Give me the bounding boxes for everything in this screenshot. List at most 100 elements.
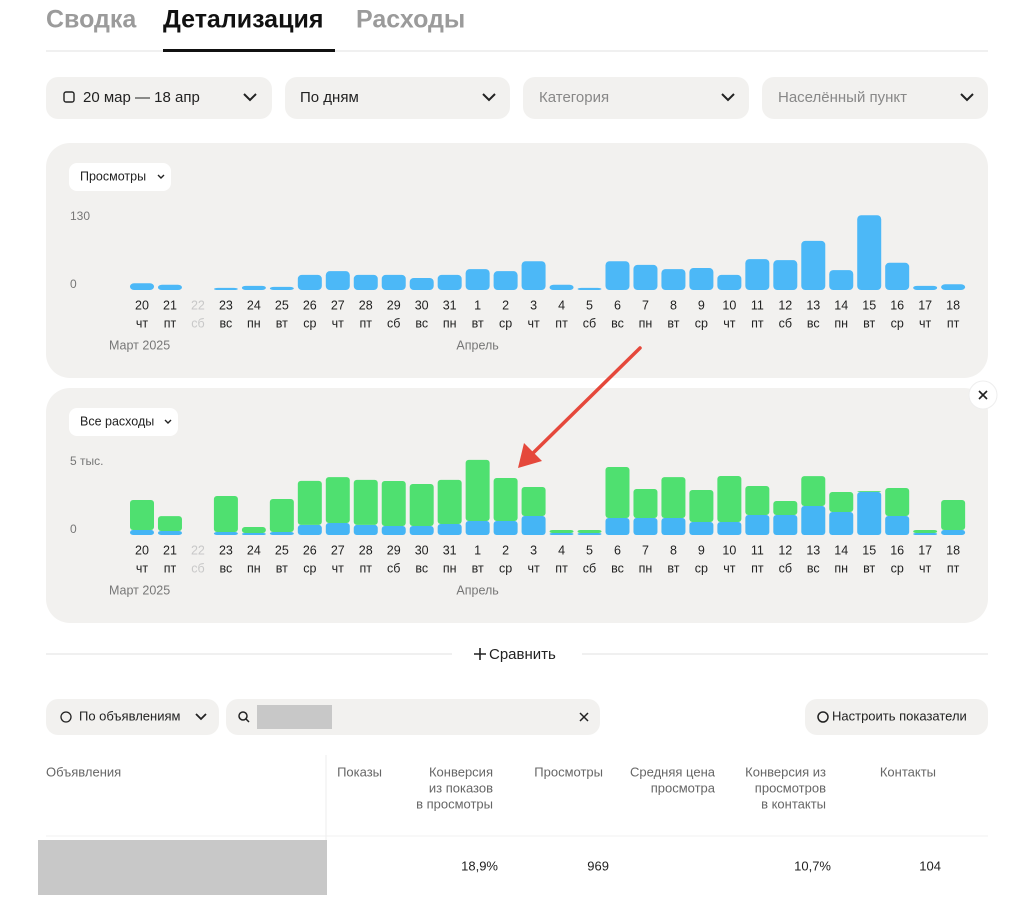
button-label: Настроить показатели [832,708,967,723]
filter-box [285,77,510,119]
compare-button[interactable]: Сравнить [474,646,556,663]
x-tick-label: 24 [247,298,261,312]
weekday-label: вс [220,561,233,575]
x-tick-label: 20 [135,298,149,312]
weekday-label: пт [555,316,568,330]
filter-box [523,77,749,119]
weekday-label: вт [863,561,875,575]
search-icon-handle [245,718,250,723]
filter[interactable]: Населённый пункт [762,77,988,119]
bar [409,277,434,290]
weekday-label: сб [779,316,792,330]
bar [885,262,910,290]
x-tick-label: 18 [946,298,960,312]
weekday-label: чт [136,561,149,575]
metric-dropdown-label: Все расходы [80,414,154,428]
weekday-label: ср [891,561,904,575]
y-tick-label: 130 [70,209,90,223]
filter-box [762,77,988,119]
x-tick-label: 31 [443,543,457,557]
group-dropdown[interactable]: По объявлениям [46,699,219,735]
weekday-label: сб [387,316,400,330]
bar-segment [633,518,658,535]
filter[interactable]: 20 мар — 18 апр [46,77,272,119]
arrow-line [526,346,642,460]
metric-dropdown[interactable] [69,408,178,436]
bar-segment [745,515,770,535]
weekday-label: вт [276,561,288,575]
x-tick-label: 13 [806,298,820,312]
x-tick-label: 22 [191,298,205,312]
tab-active[interactable]: Детализация [163,6,323,34]
x-tick-label: 13 [806,543,820,557]
filter[interactable]: По дням [285,77,510,119]
weekday-label: вс [611,561,624,575]
weekday-label: сб [191,561,204,575]
column-header: Показы [337,764,382,779]
x-tick-label: 1 [474,298,481,312]
table-cell: 104 [919,858,941,873]
bar-segment [885,515,910,535]
weekday-label: ср [499,316,512,330]
x-tick-label: 5 [586,298,593,312]
bar [130,283,154,290]
x-tick-label: 25 [275,543,289,557]
dropdown-label: По объявлениям [79,708,180,723]
clear-icon[interactable] [579,712,589,722]
plus-icon [474,648,486,660]
close-button[interactable] [968,380,998,410]
tab[interactable]: Сводка [46,6,137,34]
bar-segment [213,532,238,535]
weekday-label: вт [472,316,484,330]
weekday-label: вс [807,561,820,575]
chevron [157,174,165,179]
settings-button[interactable]: Настроить показатели [805,699,988,735]
x-tick-label: 18 [946,543,960,557]
bar [381,274,406,290]
metric-dropdown-label: Просмотры [80,169,146,183]
bar [549,284,574,290]
chevron [164,419,172,424]
bar-segment [297,524,322,535]
weekday-label: пт [751,561,764,575]
bar-segment [241,526,266,533]
bar [717,274,742,290]
month-label: Март 2025 [109,338,170,352]
month-label: Апрель [456,338,498,352]
compare-label: Сравнить [489,646,556,663]
x-tick-label: 2 [502,298,509,312]
weekday-label: пн [247,561,261,575]
search-box[interactable] [226,699,600,735]
x-tick-label: 7 [642,543,649,557]
x-tick-label: 15 [862,543,876,557]
bar [521,261,546,290]
x-tick-label: 24 [247,543,261,557]
bar-segment [353,524,378,535]
chevron [482,93,496,102]
x-tick-label: 10 [722,298,736,312]
x-tick-label: 29 [387,543,401,557]
column-header: Средняя цена [630,764,716,779]
x-tick-label: 8 [670,298,677,312]
bar-segment [661,477,686,518]
x-tick-label: 3 [530,298,537,312]
chevron [960,93,974,102]
x-tick-label: 12 [778,298,792,312]
column-header: Конверсия из [745,764,826,779]
weekday-label: вт [667,316,679,330]
metric-dropdown[interactable] [69,163,171,191]
tab[interactable]: Расходы [356,6,465,34]
bar-segment [130,529,154,535]
weekday-label: чт [527,561,540,575]
bar-segment [913,532,938,535]
chevron [195,713,207,721]
calendar-icon [63,91,75,103]
bar-segment [717,475,742,522]
x-tick-label: 2 [502,543,509,557]
bar-segment [325,523,350,535]
filter[interactable]: Категория [523,77,749,119]
x-tick-label: 17 [918,298,932,312]
bar [269,286,294,290]
bar-segment [745,486,770,516]
